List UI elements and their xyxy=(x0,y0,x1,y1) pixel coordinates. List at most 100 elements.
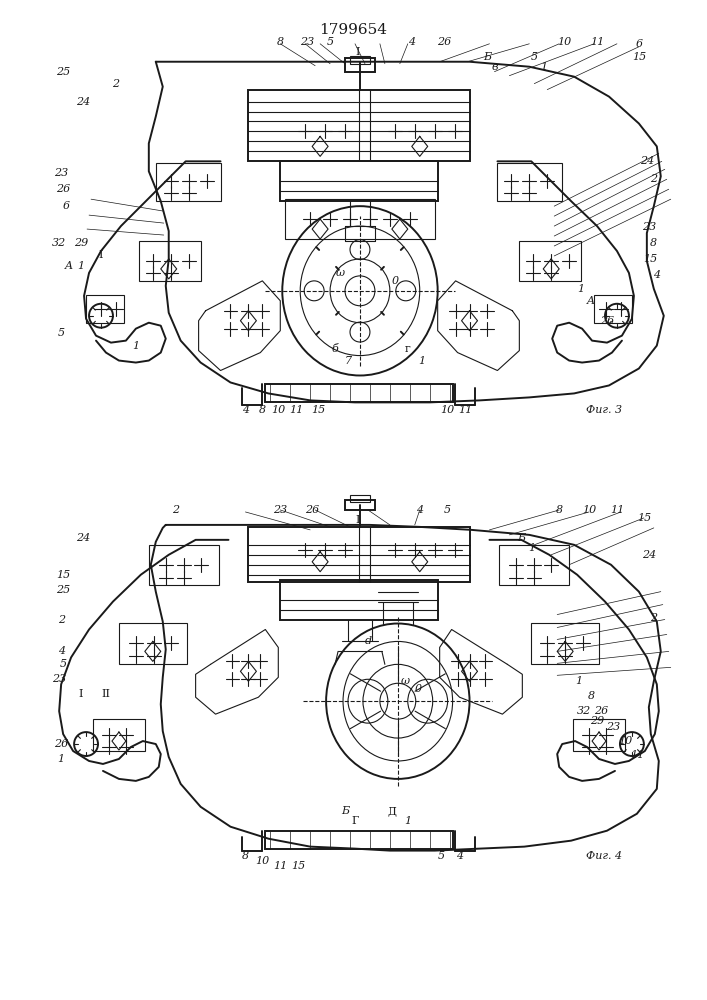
Text: 29: 29 xyxy=(74,238,88,248)
Text: 25: 25 xyxy=(56,67,70,77)
Text: 5: 5 xyxy=(438,851,445,861)
Text: 8: 8 xyxy=(242,851,249,861)
Text: 26: 26 xyxy=(305,505,320,515)
Text: 15: 15 xyxy=(311,405,325,415)
Text: 7: 7 xyxy=(344,356,351,366)
Text: 10: 10 xyxy=(440,405,455,415)
Text: Фиг. 3: Фиг. 3 xyxy=(586,405,622,415)
Text: 32: 32 xyxy=(52,238,66,248)
Text: 15: 15 xyxy=(56,570,70,580)
Bar xyxy=(86,295,124,323)
Bar xyxy=(350,56,370,64)
Text: I: I xyxy=(78,689,83,699)
Bar xyxy=(350,495,370,502)
Bar xyxy=(248,90,469,161)
Text: 23: 23 xyxy=(642,222,656,232)
Text: 23: 23 xyxy=(273,505,288,515)
Text: 5: 5 xyxy=(444,505,451,515)
Text: 8: 8 xyxy=(650,238,658,248)
Text: 1: 1 xyxy=(578,284,585,294)
Text: 11: 11 xyxy=(630,750,644,760)
Text: 2: 2 xyxy=(172,505,180,515)
Text: 1: 1 xyxy=(78,261,85,271)
Bar xyxy=(280,161,438,201)
Text: 32: 32 xyxy=(577,706,591,716)
Text: 8: 8 xyxy=(259,405,266,415)
Text: 1: 1 xyxy=(418,356,426,366)
Text: 11: 11 xyxy=(610,505,624,515)
Bar xyxy=(531,623,599,664)
Text: 4: 4 xyxy=(408,37,415,47)
Text: 1: 1 xyxy=(132,341,139,351)
Text: 8: 8 xyxy=(556,505,563,515)
Bar xyxy=(498,163,562,201)
Text: Б: Б xyxy=(484,52,491,62)
Text: 4: 4 xyxy=(242,405,249,415)
Text: 5: 5 xyxy=(327,37,334,47)
Text: 24: 24 xyxy=(76,533,90,543)
Text: ω: ω xyxy=(400,676,409,686)
Text: 8: 8 xyxy=(276,37,284,47)
Text: 11: 11 xyxy=(590,37,604,47)
Text: A: A xyxy=(587,296,595,306)
Text: 2: 2 xyxy=(650,174,658,184)
Text: 10: 10 xyxy=(255,856,269,866)
Bar xyxy=(248,527,469,582)
Text: 1: 1 xyxy=(527,543,535,553)
Text: I: I xyxy=(99,250,103,260)
Bar xyxy=(280,580,438,620)
Bar xyxy=(285,199,435,239)
Text: 0: 0 xyxy=(414,684,421,694)
Text: 26: 26 xyxy=(594,706,608,716)
Text: d: d xyxy=(364,636,371,646)
Bar xyxy=(93,719,145,751)
Text: б: б xyxy=(332,344,339,354)
Text: 10: 10 xyxy=(557,37,571,47)
Text: I: I xyxy=(356,515,361,525)
Bar xyxy=(139,241,201,281)
Text: 11: 11 xyxy=(458,405,473,415)
Bar xyxy=(520,241,581,281)
Text: 26: 26 xyxy=(600,316,614,326)
Text: 10: 10 xyxy=(618,736,632,746)
Text: 26: 26 xyxy=(56,184,70,194)
Text: Г: Г xyxy=(351,816,358,826)
Text: 15: 15 xyxy=(291,861,305,871)
Text: 11: 11 xyxy=(273,861,288,871)
Bar xyxy=(156,163,221,201)
Text: Д: Д xyxy=(387,806,397,816)
Bar xyxy=(119,623,187,664)
Text: 23: 23 xyxy=(300,37,315,47)
Text: 1: 1 xyxy=(57,754,65,764)
Bar xyxy=(594,295,632,323)
Bar xyxy=(499,545,569,585)
Text: Фиг. 4: Фиг. 4 xyxy=(586,851,622,861)
Text: г: г xyxy=(405,344,411,354)
Text: 4: 4 xyxy=(653,270,660,280)
Text: 24: 24 xyxy=(76,97,90,107)
Text: 1: 1 xyxy=(575,676,583,686)
Text: 6: 6 xyxy=(63,201,70,211)
Text: 24: 24 xyxy=(642,550,656,560)
Bar xyxy=(265,831,452,849)
Text: II: II xyxy=(102,689,110,699)
Bar xyxy=(148,545,218,585)
Text: 29: 29 xyxy=(590,716,604,726)
Text: 2: 2 xyxy=(57,615,65,625)
Text: I: I xyxy=(356,47,361,57)
Text: Б: Б xyxy=(341,806,349,816)
Text: Б: Б xyxy=(518,533,525,543)
Bar xyxy=(345,500,375,510)
Text: 15: 15 xyxy=(637,513,651,523)
Text: 25: 25 xyxy=(56,585,70,595)
Text: ω: ω xyxy=(336,268,344,278)
Text: 15: 15 xyxy=(643,254,658,264)
Bar xyxy=(345,58,375,72)
Text: 26: 26 xyxy=(438,37,452,47)
Text: 4: 4 xyxy=(456,851,463,861)
Text: 5: 5 xyxy=(59,659,66,669)
Text: 1: 1 xyxy=(404,816,411,826)
Text: 4: 4 xyxy=(57,646,65,656)
Text: 10: 10 xyxy=(582,505,596,515)
Text: 5: 5 xyxy=(57,328,65,338)
